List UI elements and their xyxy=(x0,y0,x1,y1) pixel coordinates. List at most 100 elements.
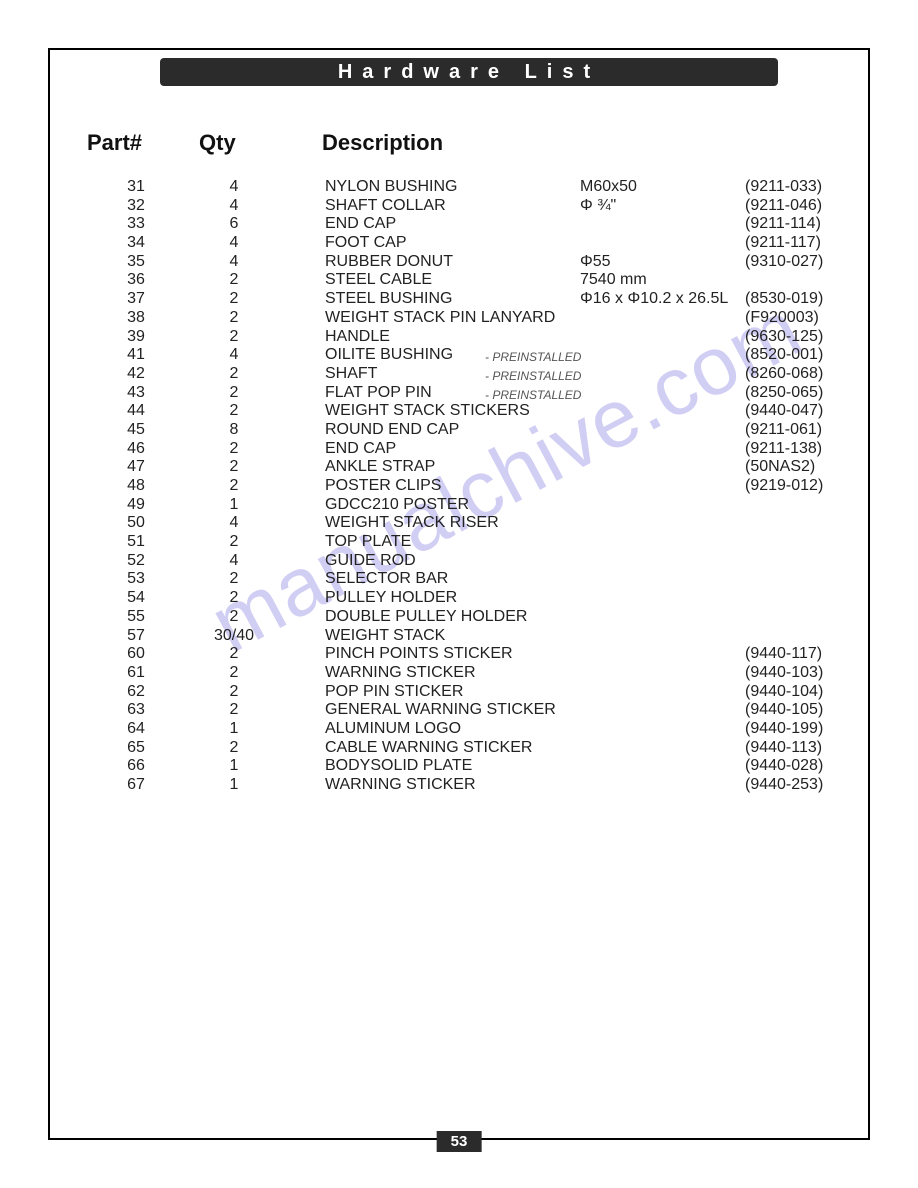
table-row: 372STEEL BUSHINGΦ16 x Φ10.2 x 26.5L(8530… xyxy=(85,290,848,309)
cell-description: WEIGHT STACK RISER xyxy=(325,514,585,533)
cell-code: (8260-068) xyxy=(745,365,855,384)
cell-qty: 1 xyxy=(209,720,259,739)
table-row: 641ALUMINUM LOGO(9440-199) xyxy=(85,720,848,739)
cell-qty: 2 xyxy=(209,701,259,720)
cell-part: 32 xyxy=(106,197,166,216)
table-row: 612WARNING STICKER(9440-103) xyxy=(85,664,848,683)
cell-description: END CAP xyxy=(325,440,585,459)
cell-code: (8530-019) xyxy=(745,290,855,309)
cell-description: END CAP xyxy=(325,215,585,234)
cell-qty: 30/40 xyxy=(209,627,259,646)
header-qty: Qty xyxy=(199,130,236,156)
cell-qty: 8 xyxy=(209,421,259,440)
cell-code: (9440-253) xyxy=(745,776,855,795)
cell-description: POSTER CLIPS xyxy=(325,477,585,496)
cell-spec: Φ ¾" xyxy=(580,197,760,216)
table-row: 462END CAP(9211-138) xyxy=(85,440,848,459)
table-row: 336END CAP(9211-114) xyxy=(85,215,848,234)
cell-qty: 6 xyxy=(209,215,259,234)
cell-description: PULLEY HOLDER xyxy=(325,589,585,608)
cell-code: (9211-138) xyxy=(745,440,855,459)
cell-part: 50 xyxy=(106,514,166,533)
cell-code: (F920003) xyxy=(745,309,855,328)
cell-qty: 2 xyxy=(209,402,259,421)
cell-qty: 4 xyxy=(209,253,259,272)
cell-spec: Φ16 x Φ10.2 x 26.5L xyxy=(580,290,760,309)
table-row: 602PINCH POINTS STICKER(9440-117) xyxy=(85,645,848,664)
table-row: 382WEIGHT STACK PIN LANYARD(F920003) xyxy=(85,309,848,328)
cell-qty: 4 xyxy=(209,234,259,253)
cell-qty: 4 xyxy=(209,346,259,365)
table-row: 50 4 WEIGHT STACK RISER xyxy=(85,514,848,533)
cell-qty: 2 xyxy=(209,365,259,384)
cell-code: (9440-047) xyxy=(745,402,855,421)
table-row: 532SELECTOR BAR xyxy=(85,570,848,589)
cell-part: 42 xyxy=(106,365,166,384)
cell-qty: 2 xyxy=(209,589,259,608)
cell-part: 65 xyxy=(106,739,166,758)
table-row: 324SHAFT COLLARΦ ¾"(9211-046) xyxy=(85,197,848,216)
table-row: 442WEIGHT STACK STICKERS(9440-047) xyxy=(85,402,848,421)
cell-description: NYLON BUSHING xyxy=(325,178,585,197)
cell-part: 39 xyxy=(106,328,166,347)
cell-qty: 2 xyxy=(209,440,259,459)
cell-part: 43 xyxy=(106,384,166,403)
cell-description: CABLE WARNING STICKER xyxy=(325,739,585,758)
cell-description: DOUBLE PULLEY HOLDER xyxy=(325,608,585,627)
cell-description: HANDLE xyxy=(325,328,585,347)
cell-qty: 2 xyxy=(209,271,259,290)
header-description: Description xyxy=(322,130,443,156)
table-row: 432FLAT POP PIN- PREINSTALLED(8250-065) xyxy=(85,384,848,403)
cell-part: 38 xyxy=(106,309,166,328)
table-row: 362STEEL CABLE7540 mm xyxy=(85,271,848,290)
cell-part: 53 xyxy=(106,570,166,589)
cell-code: (9440-199) xyxy=(745,720,855,739)
cell-description: ALUMINUM LOGO xyxy=(325,720,585,739)
cell-part: 46 xyxy=(106,440,166,459)
cell-qty: 2 xyxy=(209,533,259,552)
cell-description: SHAFT COLLAR xyxy=(325,197,585,216)
cell-spec: 7540 mm xyxy=(580,271,760,290)
table-row: 458ROUND END CAP(9211-061) xyxy=(85,421,848,440)
cell-description: FOOT CAP xyxy=(325,234,585,253)
table-row: 671WARNING STICKER(9440-253) xyxy=(85,776,848,795)
cell-part: 52 xyxy=(106,552,166,571)
table-row: 422SHAFT- PREINSTALLED(8260-068) xyxy=(85,365,848,384)
cell-part: 60 xyxy=(106,645,166,664)
table-row: 632GENERAL WARNING STICKER(9440-105) xyxy=(85,701,848,720)
cell-description: WEIGHT STACK xyxy=(325,627,585,646)
table-row: 5730/40WEIGHT STACK xyxy=(85,627,848,646)
cell-qty: 4 xyxy=(209,514,259,533)
cell-part: 67 xyxy=(106,776,166,795)
page-title: Hardware List xyxy=(160,58,778,86)
cell-part: 47 xyxy=(106,458,166,477)
cell-description: WARNING STICKER xyxy=(325,776,585,795)
table-row: 392HANDLE(9630-125) xyxy=(85,328,848,347)
cell-description: BODYSOLID PLATE xyxy=(325,757,585,776)
cell-description: WEIGHT STACK STICKERS xyxy=(325,402,585,421)
cell-part: 41 xyxy=(106,346,166,365)
cell-qty: 4 xyxy=(209,178,259,197)
cell-part: 54 xyxy=(106,589,166,608)
table-row: 652CABLE WARNING STICKER(9440-113) xyxy=(85,739,848,758)
cell-qty: 2 xyxy=(209,608,259,627)
cell-code: (9440-113) xyxy=(745,739,855,758)
cell-part: 48 xyxy=(106,477,166,496)
cell-qty: 1 xyxy=(209,496,259,515)
cell-qty: 2 xyxy=(209,664,259,683)
cell-qty: 2 xyxy=(209,477,259,496)
cell-part: 33 xyxy=(106,215,166,234)
page-number: 53 xyxy=(437,1131,482,1152)
cell-code: (50NAS2) xyxy=(745,458,855,477)
cell-qty: 2 xyxy=(209,328,259,347)
cell-code: (9630-125) xyxy=(745,328,855,347)
cell-code: (9211-114) xyxy=(745,215,855,234)
cell-description: SELECTOR BAR xyxy=(325,570,585,589)
cell-qty: 2 xyxy=(209,309,259,328)
table-row: 661BODYSOLID PLATE(9440-028) xyxy=(85,757,848,776)
cell-description: ROUND END CAP xyxy=(325,421,585,440)
cell-part: 34 xyxy=(106,234,166,253)
cell-description: RUBBER DONUT xyxy=(325,253,585,272)
table-row: 512TOP PLATE xyxy=(85,533,848,552)
cell-qty: 4 xyxy=(209,552,259,571)
